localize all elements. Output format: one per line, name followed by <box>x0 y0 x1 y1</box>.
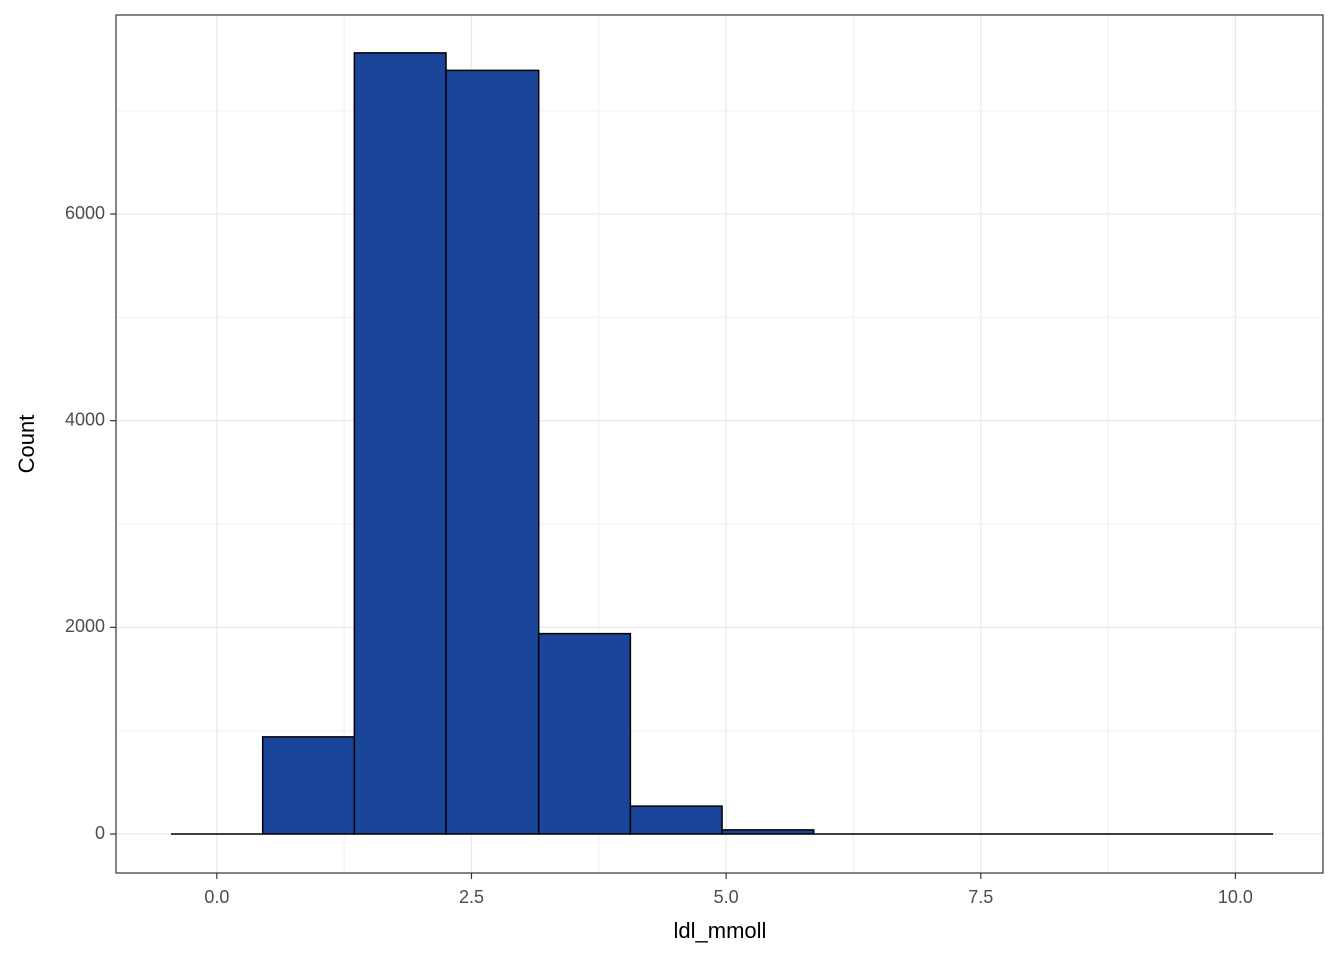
bar <box>353 52 447 835</box>
bar <box>445 69 540 835</box>
x-tick-label: 5.0 <box>714 887 739 907</box>
panel-border <box>115 14 1324 874</box>
y-axis-label: Count <box>14 415 39 474</box>
y-tick-label: 2000 <box>65 616 105 636</box>
x-tick-label: 10.0 <box>1218 887 1253 907</box>
y-tick-label: 4000 <box>65 409 105 429</box>
x-axis-label: ldl_mmoll <box>674 918 767 943</box>
bar <box>629 805 723 835</box>
bar <box>261 736 356 835</box>
x-tick-label: 7.5 <box>968 887 993 907</box>
bar <box>721 829 815 835</box>
y-tick-label: 6000 <box>65 203 105 223</box>
x-tick-label: 0.0 <box>204 887 229 907</box>
bars <box>171 52 1274 835</box>
bar <box>537 632 632 835</box>
y-tick-label: 0 <box>95 823 105 843</box>
x-tick-label: 2.5 <box>459 887 484 907</box>
